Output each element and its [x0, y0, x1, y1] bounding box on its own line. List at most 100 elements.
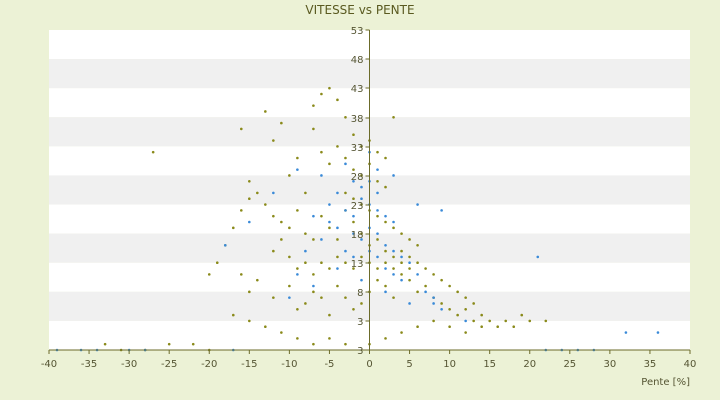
data-point-green: [272, 214, 275, 218]
data-point-green: [400, 232, 403, 235]
x-tick-label: 25: [563, 359, 576, 370]
y-tick-label: 33: [351, 143, 364, 154]
data-point-green: [312, 238, 315, 241]
data-point-green: [376, 238, 379, 241]
data-point-blue: [392, 249, 395, 253]
data-point-blue: [432, 302, 435, 305]
data-point-green: [384, 249, 387, 253]
data-point-green: [400, 249, 403, 253]
data-point-green: [360, 203, 363, 206]
data-point-green: [440, 302, 443, 305]
y-tick-label: 3: [357, 317, 363, 328]
data-point-green: [448, 284, 451, 288]
data-point-blue: [288, 296, 291, 299]
data-point-green: [280, 220, 283, 224]
data-point-blue: [336, 191, 339, 195]
data-point-blue: [312, 214, 315, 218]
data-point-green: [320, 296, 323, 299]
data-point-green: [304, 261, 307, 265]
data-point-blue: [360, 185, 363, 189]
data-point-green: [416, 261, 419, 265]
data-point-blue: [440, 307, 443, 311]
data-point-green: [352, 197, 355, 201]
data-point-green: [280, 238, 283, 241]
data-point-green: [384, 284, 387, 288]
x-tick-label: 10: [443, 359, 456, 370]
data-point-blue: [352, 179, 355, 183]
data-point-blue: [392, 220, 395, 224]
data-point-green: [312, 290, 315, 294]
data-point-blue: [432, 296, 435, 299]
x-tick-label: -30: [121, 359, 137, 370]
data-point-blue: [408, 302, 411, 305]
data-point-green: [296, 156, 299, 160]
data-point-blue: [272, 191, 275, 195]
x-tick-label: -25: [161, 359, 177, 370]
data-point-green: [496, 325, 500, 329]
data-point-green: [416, 325, 419, 329]
data-point-green: [504, 319, 508, 323]
data-point-green: [352, 168, 355, 171]
data-point-blue: [352, 214, 355, 218]
data-point-green: [384, 185, 387, 189]
data-point-green: [352, 267, 355, 270]
data-point-green: [512, 325, 516, 329]
data-point-blue: [424, 290, 427, 294]
data-point-green: [432, 319, 435, 323]
y-tick-label: 3: [357, 346, 363, 357]
data-point-blue: [223, 243, 227, 247]
data-point-green: [392, 226, 395, 230]
data-point-green: [272, 139, 275, 142]
data-point-blue: [320, 238, 323, 241]
data-point-green: [344, 191, 347, 195]
data-point-green: [544, 319, 548, 323]
data-point-green: [312, 273, 315, 276]
data-point-green: [312, 127, 315, 131]
data-point-green: [344, 342, 347, 346]
data-point-green: [264, 325, 267, 329]
data-point-blue: [376, 209, 379, 212]
data-point-green: [424, 267, 427, 270]
data-point-green: [416, 243, 419, 247]
data-point-blue: [320, 174, 323, 177]
data-point-blue: [344, 249, 347, 253]
data-point-blue: [464, 319, 467, 323]
data-point-green: [280, 121, 283, 125]
data-point-green: [336, 255, 339, 259]
data-point-blue: [376, 191, 379, 195]
data-point-green: [103, 342, 107, 346]
data-point-green: [304, 232, 307, 235]
data-point-green: [360, 255, 363, 259]
data-point-green: [408, 267, 411, 270]
y-tick-label: 38: [351, 114, 364, 125]
data-point-green: [336, 238, 339, 241]
data-point-green: [392, 115, 395, 119]
data-point-green: [207, 273, 211, 276]
data-point-green: [296, 337, 299, 340]
x-tick-label: -5: [324, 359, 334, 370]
data-point-green: [352, 220, 355, 224]
data-point-green: [296, 267, 299, 270]
data-point-green: [336, 145, 339, 148]
data-point-green: [256, 278, 259, 282]
data-point-blue: [336, 226, 339, 230]
data-point-green: [288, 174, 291, 177]
data-point-green: [376, 278, 379, 282]
y-tick-label: 8: [357, 288, 363, 299]
x-tick-label: -35: [81, 359, 97, 370]
x-tick-label: 20: [523, 359, 536, 370]
data-point-green: [376, 150, 379, 154]
data-point-blue: [344, 209, 347, 212]
data-point-green: [215, 261, 219, 265]
data-point-blue: [248, 220, 251, 224]
data-point-green: [328, 313, 331, 317]
data-point-green: [416, 290, 419, 294]
data-point-blue: [416, 273, 419, 276]
data-point-green: [320, 92, 323, 96]
data-point-green: [360, 145, 363, 148]
data-point-blue: [376, 168, 379, 171]
data-point-green: [344, 115, 347, 119]
data-point-green: [440, 278, 443, 282]
data-point-green: [344, 261, 347, 265]
